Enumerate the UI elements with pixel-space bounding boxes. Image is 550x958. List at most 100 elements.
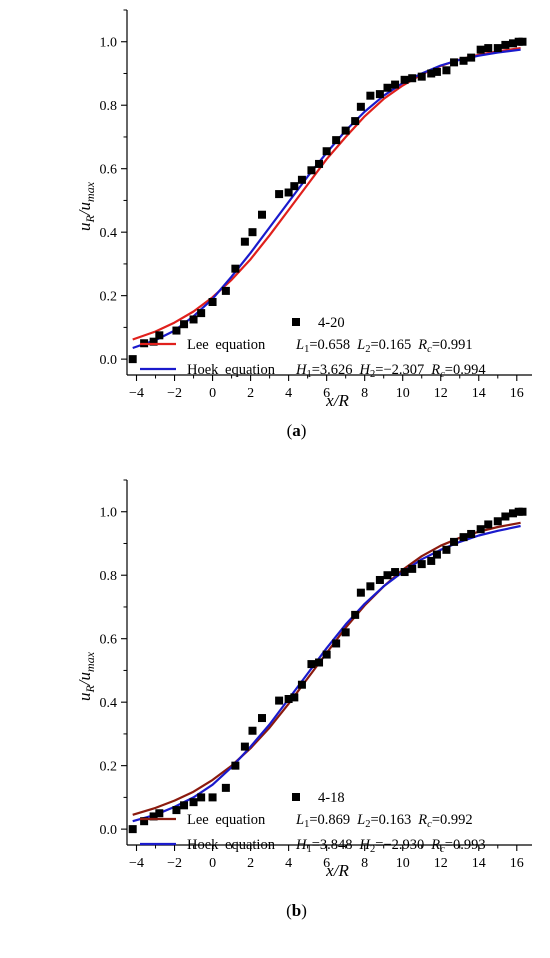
x-tick-label: 16 <box>510 386 524 401</box>
data-point <box>442 66 451 75</box>
data-point <box>493 44 502 53</box>
data-point <box>427 69 436 78</box>
x-tick-label: 14 <box>472 386 486 401</box>
data-point <box>208 298 217 306</box>
data-point <box>501 40 510 49</box>
y-tick-label: 0.2 <box>100 760 118 775</box>
y-tick-label: 0.6 <box>100 163 118 178</box>
x-tick-label: 16 <box>510 856 524 871</box>
panel-b: −4 −2 0 2 4 6 8 10 12 14 16 0.0 0.2 0.4 0.6 0.8 1.0 x/R uR… <box>75 479 532 920</box>
data-point <box>197 793 206 802</box>
data-point <box>375 90 384 99</box>
legend-params: L1=0.869 L2=0.163 Rc=0.992 <box>295 812 473 830</box>
data-point <box>332 136 341 145</box>
legend: 4-20 Lee equation L1=0.658 L2=0.165 Rc=0.991… <box>140 315 486 380</box>
data-point <box>508 509 517 518</box>
y-tick-label: 0.6 <box>100 633 118 648</box>
data-point <box>508 39 517 48</box>
y-tick-label: 0.0 <box>100 353 118 368</box>
x-tick-label: 6 <box>323 856 330 871</box>
data-point <box>189 315 198 324</box>
data-point <box>128 355 137 364</box>
data-point <box>432 67 441 76</box>
legend-label-points: 4-20 <box>318 315 345 331</box>
y-tick-label: 0.4 <box>100 696 118 711</box>
data-point <box>231 264 240 273</box>
data-point <box>221 783 230 792</box>
data-point <box>467 529 476 538</box>
data-point <box>172 806 181 815</box>
x-tick-label: 0 <box>209 856 216 871</box>
legend-label-line: Hoek equation <box>187 837 276 853</box>
panel-caption: (a) <box>287 421 307 440</box>
x-tick-label: 8 <box>361 386 368 401</box>
legend-label-line: Lee equation <box>187 337 266 353</box>
data-point <box>408 564 417 573</box>
data-point <box>476 525 485 534</box>
x-tick-label: 2 <box>247 386 254 401</box>
data-point <box>383 571 392 580</box>
data-point <box>356 588 365 597</box>
data-point <box>240 742 249 751</box>
x-tick-label: −2 <box>167 856 182 871</box>
x-tick-label: 2 <box>247 856 254 871</box>
data-point <box>315 658 324 667</box>
y-tick-label: 1.0 <box>100 36 118 51</box>
data-point <box>248 228 257 237</box>
data-point <box>459 56 468 65</box>
data-point <box>297 680 306 689</box>
data-point <box>155 809 164 818</box>
x-axis-label: x/R <box>325 391 349 410</box>
x-tick-label: 0 <box>209 386 216 401</box>
data-point <box>140 817 149 826</box>
legend-params: L1=0.658 L2=0.165 Rc=0.991 <box>295 337 473 355</box>
y-tick-label: 0.0 <box>100 823 118 838</box>
data-point <box>275 190 284 199</box>
data-point <box>391 568 400 577</box>
data-point <box>366 582 375 591</box>
data-point <box>180 801 189 810</box>
x-tick-label: −2 <box>167 386 182 401</box>
x-tick-label: 4 <box>285 386 292 401</box>
data-point <box>450 58 459 67</box>
data-point <box>391 80 400 89</box>
data-point <box>240 237 249 246</box>
legend-label-points: 4-18 <box>318 790 345 806</box>
x-tick-label: 8 <box>361 856 368 871</box>
y-tick-label: 0.8 <box>100 99 118 114</box>
x-axis-label: x/R <box>325 861 349 880</box>
data-point <box>258 714 266 723</box>
data-point <box>375 575 384 584</box>
data-point <box>351 117 360 126</box>
data-point <box>484 44 493 53</box>
data-point <box>290 693 299 702</box>
data-point <box>284 695 293 703</box>
series-line-lee-equation <box>132 47 521 341</box>
panel-caption: (b) <box>286 901 307 920</box>
legend-label-line: Lee equation <box>187 812 266 828</box>
x-tick-label: 14 <box>472 856 486 871</box>
data-point <box>417 72 426 81</box>
legend-params: H1=3.848 H2=−2.930 Rc=0.993 <box>295 837 486 855</box>
data-point <box>258 210 266 219</box>
data-point <box>149 337 158 346</box>
data-point <box>356 102 365 111</box>
legend-marker-points <box>292 318 300 326</box>
data-point <box>383 83 392 92</box>
y-axis-label: uR/umax <box>75 651 97 701</box>
data-point <box>322 147 331 156</box>
data-point <box>518 37 527 46</box>
data-point <box>297 175 306 184</box>
data-point <box>155 331 164 340</box>
data-point <box>275 696 284 705</box>
data-point <box>284 188 293 197</box>
data-point <box>476 45 485 54</box>
data-point <box>518 507 527 516</box>
series-line-lee-equation <box>132 521 521 816</box>
series-line-hoek-equation <box>132 48 521 350</box>
data-point <box>315 159 324 168</box>
data-point <box>459 533 468 542</box>
legend-marker-points <box>292 793 300 801</box>
